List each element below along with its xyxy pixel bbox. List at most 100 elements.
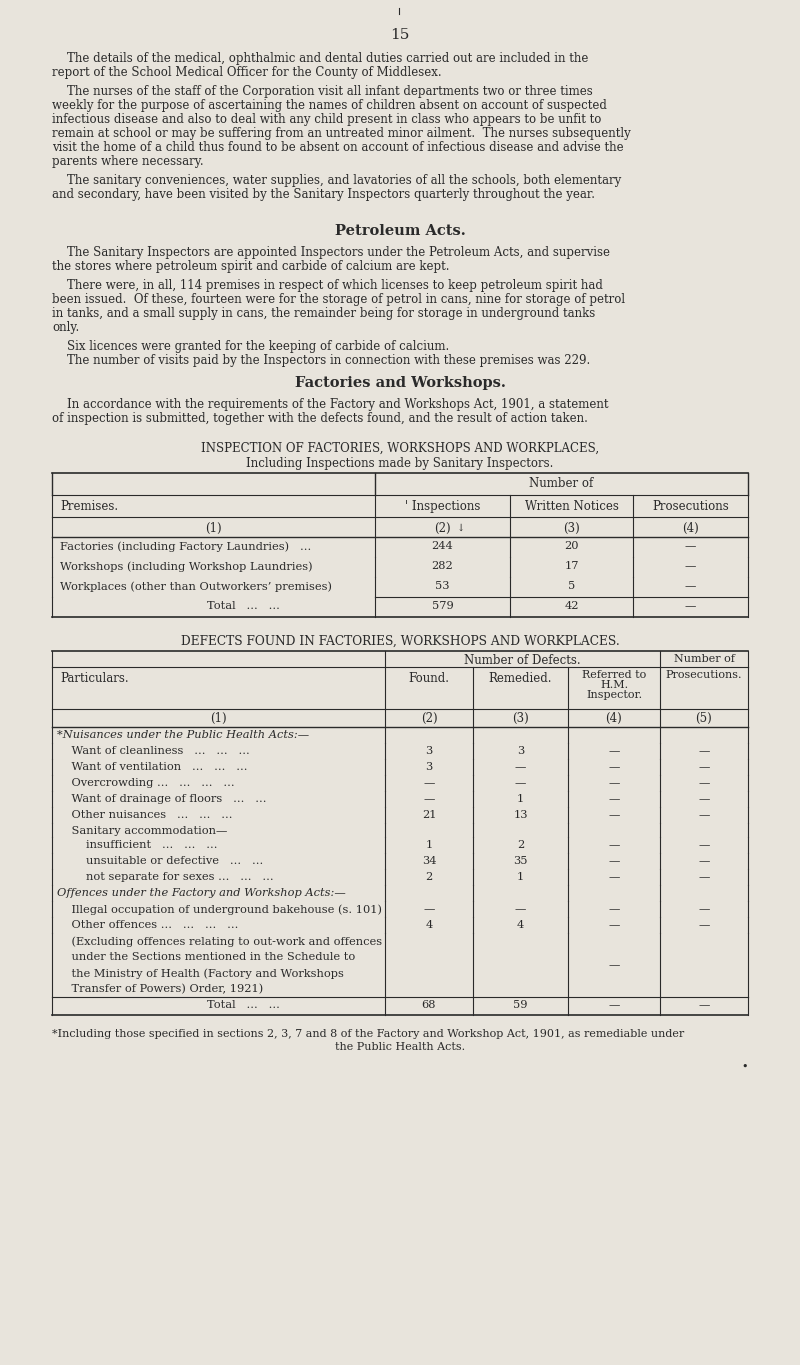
Text: in tanks, and a small supply in cans, the remainder being for storage in undergr: in tanks, and a small supply in cans, th…: [52, 307, 595, 319]
Text: —: —: [685, 541, 696, 551]
Text: —: —: [685, 581, 696, 591]
Text: Prosecutions: Prosecutions: [652, 500, 729, 513]
Text: (3): (3): [512, 713, 529, 725]
Text: Particulars.: Particulars.: [60, 672, 129, 685]
Text: (1): (1): [210, 713, 227, 725]
Text: 1: 1: [426, 839, 433, 850]
Text: Referred to: Referred to: [582, 670, 646, 680]
Text: remain at school or may be suffering from an untreated minor ailment.  The nurse: remain at school or may be suffering fro…: [52, 127, 630, 141]
Text: ' Inspections: ' Inspections: [405, 500, 480, 513]
Text: Remedied.: Remedied.: [489, 672, 552, 685]
Text: under the Sections mentioned in the Schedule to: under the Sections mentioned in the Sche…: [57, 951, 355, 962]
Text: 35: 35: [514, 856, 528, 865]
Text: —: —: [698, 872, 710, 882]
Text: Factories (including Factory Laundries)   ...: Factories (including Factory Laundries) …: [60, 541, 311, 551]
Text: —: —: [698, 904, 710, 915]
Text: the Public Health Acts.: the Public Health Acts.: [335, 1041, 465, 1052]
Text: Total   ...   ...: Total ... ...: [207, 1001, 280, 1010]
Text: Total   ...   ...: Total ... ...: [207, 601, 280, 612]
Text: —: —: [608, 856, 620, 865]
Text: —: —: [608, 794, 620, 804]
Text: 17: 17: [564, 561, 578, 571]
Text: the stores where petroleum spirit and carbide of calcium are kept.: the stores where petroleum spirit and ca…: [52, 259, 450, 273]
Text: (3): (3): [563, 521, 580, 535]
Text: INSPECTION OF FACTORIES, WORKSHOPS AND WORKPLACES,: INSPECTION OF FACTORIES, WORKSHOPS AND W…: [201, 442, 599, 455]
Text: 1: 1: [517, 794, 524, 804]
Text: 244: 244: [432, 541, 454, 551]
Text: —: —: [608, 920, 620, 930]
Text: Want of cleanliness   ...   ...   ...: Want of cleanliness ... ... ...: [57, 747, 250, 756]
Text: 1: 1: [517, 872, 524, 882]
Text: —: —: [698, 762, 710, 773]
Text: —: —: [608, 762, 620, 773]
Text: Written Notices: Written Notices: [525, 500, 618, 513]
Text: parents where necessary.: parents where necessary.: [52, 156, 204, 168]
Text: —: —: [608, 960, 620, 971]
Text: —: —: [515, 778, 526, 788]
Text: Petroleum Acts.: Petroleum Acts.: [334, 224, 466, 238]
Text: 4: 4: [426, 920, 433, 930]
Text: —: —: [608, 1001, 620, 1010]
Text: infectious disease and also to deal with any child present in class who appears : infectious disease and also to deal with…: [52, 113, 602, 126]
Text: —: —: [698, 920, 710, 930]
Text: The number of visits paid by the Inspectors in connection with these premises wa: The number of visits paid by the Inspect…: [52, 354, 590, 367]
Text: Inspector.: Inspector.: [586, 689, 642, 700]
Text: 579: 579: [432, 601, 454, 612]
Text: 3: 3: [517, 747, 524, 756]
Text: 5: 5: [568, 581, 575, 591]
Text: 4: 4: [517, 920, 524, 930]
Text: 42: 42: [564, 601, 578, 612]
Text: —: —: [608, 904, 620, 915]
Text: There were, in all, 114 premises in respect of which licenses to keep petroleum : There were, in all, 114 premises in resp…: [52, 278, 603, 292]
Text: (Excluding offences relating to out-work and offences: (Excluding offences relating to out-work…: [57, 936, 382, 946]
Text: the Ministry of Health (Factory and Workshops: the Ministry of Health (Factory and Work…: [57, 968, 344, 979]
Text: (4): (4): [606, 713, 622, 725]
Text: Number of: Number of: [530, 476, 594, 490]
Text: —: —: [608, 778, 620, 788]
Text: The nurses of the staff of the Corporation visit all infant departments two or t: The nurses of the staff of the Corporati…: [52, 85, 593, 98]
Text: —: —: [698, 839, 710, 850]
Text: ↓: ↓: [457, 524, 465, 532]
Text: —: —: [423, 794, 434, 804]
Text: Sanitary accommodation—: Sanitary accommodation—: [57, 826, 227, 835]
Text: Workplaces (other than Outworkers’ premises): Workplaces (other than Outworkers’ premi…: [60, 581, 332, 591]
Text: 20: 20: [564, 541, 578, 551]
Text: —: —: [698, 1001, 710, 1010]
Text: 34: 34: [422, 856, 436, 865]
Text: H.M.: H.M.: [600, 680, 628, 689]
Text: —: —: [515, 762, 526, 773]
Text: 21: 21: [422, 809, 436, 820]
Text: 13: 13: [514, 809, 528, 820]
Text: —: —: [515, 904, 526, 915]
Text: (1): (1): [205, 521, 222, 535]
Text: *Including those specified in sections 2, 3, 7 and 8 of the Factory and Workshop: *Including those specified in sections 2…: [52, 1029, 684, 1039]
Text: Number of Defects.: Number of Defects.: [464, 654, 581, 667]
Text: (5): (5): [696, 713, 712, 725]
Text: Six licences were granted for the keeping of carbide of calcium.: Six licences were granted for the keepin…: [52, 340, 450, 354]
Text: The details of the medical, ophthalmic and dental duties carried out are include: The details of the medical, ophthalmic a…: [52, 52, 588, 66]
Text: visit the home of a child thus found to be absent on account of infectious disea: visit the home of a child thus found to …: [52, 141, 624, 154]
Text: and secondary, have been visited by the Sanitary Inspectors quarterly throughout: and secondary, have been visited by the …: [52, 188, 595, 201]
Text: —: —: [608, 872, 620, 882]
Text: —: —: [608, 747, 620, 756]
Text: Including Inspections made by Sanitary Inspectors.: Including Inspections made by Sanitary I…: [246, 457, 554, 470]
Text: Offences under the Factory and Workshop Acts:—: Offences under the Factory and Workshop …: [57, 889, 346, 898]
Text: Other nuisances   ...   ...   ...: Other nuisances ... ... ...: [57, 809, 233, 820]
Text: weekly for the purpose of ascertaining the names of children absent on account o: weekly for the purpose of ascertaining t…: [52, 100, 607, 112]
Text: of inspection is submitted, together with the defects found, and the result of a: of inspection is submitted, together wit…: [52, 412, 588, 425]
Text: unsuitable or defective   ...   ...: unsuitable or defective ... ...: [57, 856, 263, 865]
Text: —: —: [685, 561, 696, 571]
Text: 282: 282: [432, 561, 454, 571]
Text: (2): (2): [421, 713, 438, 725]
Text: —: —: [608, 839, 620, 850]
Text: —: —: [698, 747, 710, 756]
Text: Want of drainage of floors   ...   ...: Want of drainage of floors ... ...: [57, 794, 266, 804]
Text: Other offences ...   ...   ...   ...: Other offences ... ... ... ...: [57, 920, 238, 930]
Text: (2): (2): [434, 521, 451, 535]
Text: (4): (4): [682, 521, 699, 535]
Text: 59: 59: [514, 1001, 528, 1010]
Text: 3: 3: [426, 747, 433, 756]
Text: 2: 2: [426, 872, 433, 882]
Text: Illegal occupation of underground bakehouse (s. 101): Illegal occupation of underground bakeho…: [57, 904, 382, 915]
Text: In accordance with the requirements of the Factory and Workshops Act, 1901, a st: In accordance with the requirements of t…: [52, 399, 609, 411]
